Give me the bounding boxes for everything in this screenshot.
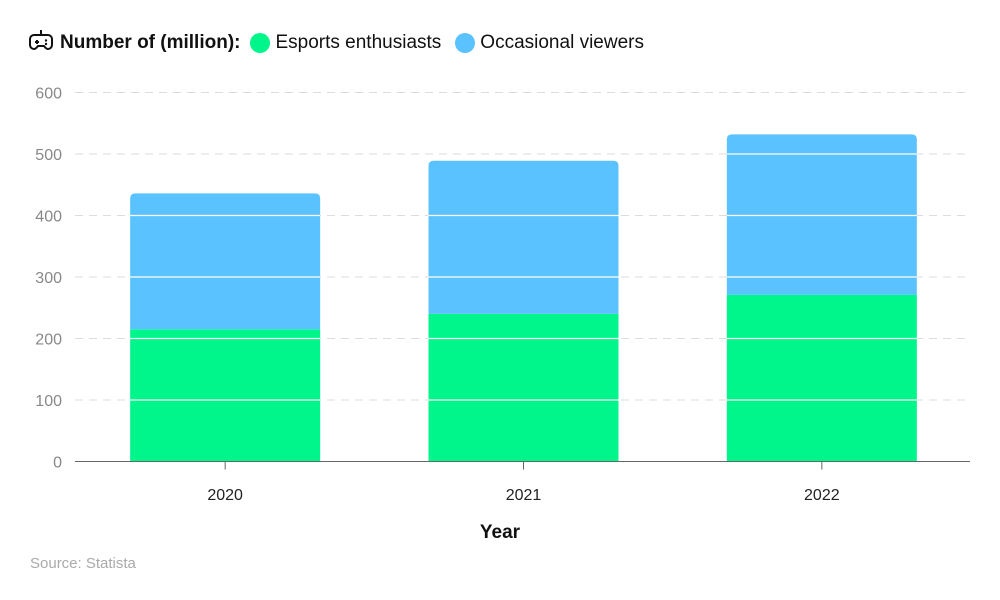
bar-segment-occasional (726, 134, 917, 295)
y-tick-label: 600 (35, 86, 62, 103)
x-tick-label: 2022 (804, 487, 840, 504)
legend-swatch (250, 33, 271, 53)
x-axis-label: Year (480, 522, 521, 543)
x-tick-label: 2021 (506, 487, 542, 504)
bar-segment-enthusiasts (130, 329, 321, 462)
y-tick-label: 0 (53, 455, 62, 472)
bar-segment-occasional (428, 160, 619, 314)
y-tick-label: 100 (35, 393, 62, 410)
legend: Number of (million): Esports enthusiasts… (28, 28, 658, 58)
gamepad-icon (28, 28, 54, 58)
bar-segment-enthusiasts (726, 294, 917, 462)
legend-title: Number of (million): (60, 32, 241, 53)
bar-segment-enthusiasts (428, 313, 619, 462)
bar-segment-occasional (130, 193, 321, 330)
y-tick-label: 200 (35, 332, 62, 349)
legend-label: Occasional viewers (480, 32, 644, 53)
y-tick-label: 400 (35, 209, 62, 226)
legend-label: Esports enthusiasts (275, 32, 442, 53)
y-tick-label: 500 (35, 147, 62, 164)
legend-item-enthusiasts: Esports enthusiasts (250, 32, 441, 54)
legend-swatch (455, 33, 476, 53)
y-tick-label: 300 (35, 270, 62, 287)
legend-item-occasional: Occasional viewers (455, 32, 644, 54)
source-note: Source: Statista (30, 555, 136, 572)
x-tick-label: 2020 (207, 487, 243, 504)
